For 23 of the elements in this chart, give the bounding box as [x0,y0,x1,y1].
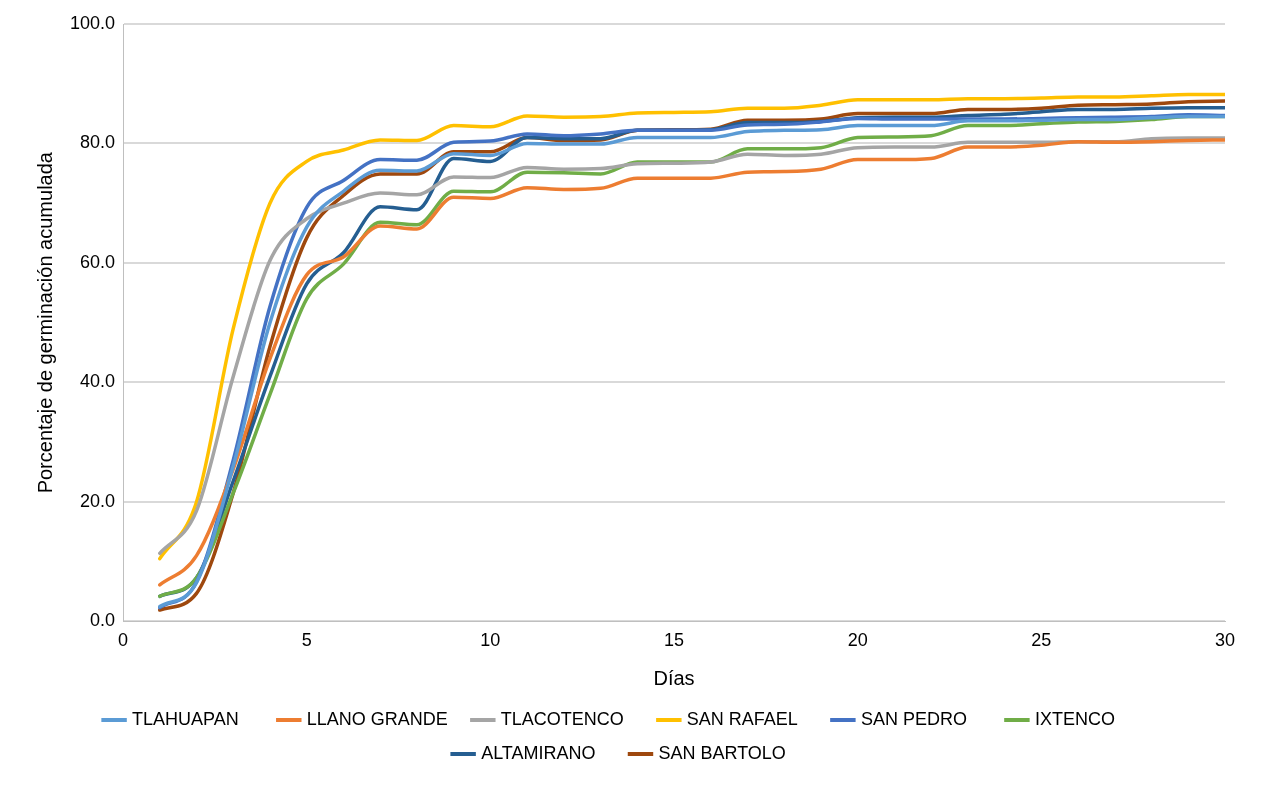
x-tick-label: 0 [118,630,129,651]
x-tick-label: 30 [1214,630,1236,651]
legend-label: LLANO GRANDE [306,708,458,729]
legend-label: TLAHUAPAN [132,708,264,729]
y-tick-label: 20.0 [80,490,116,511]
legend-label: SAN RAFAEL [686,708,818,729]
legend-label: SAN BARTOLO [658,742,801,763]
legend-label: IXTENCO [1034,708,1150,729]
y-tick-label: 100.0 [70,12,116,33]
x-tick-label: 5 [301,630,312,651]
x-tick-label: 15 [664,630,685,651]
x-axis-title: Días [653,666,695,689]
y-tick-label: 0.0 [90,610,116,631]
legend-label: SAN PEDRO [860,708,992,729]
legend-label: TLACOTENCO [500,708,644,729]
y-tick-label: 60.0 [80,251,116,272]
y-tick-label: 40.0 [80,371,116,392]
y-axis-title: Porcentaje de germinación acumulada [33,151,56,494]
legend-label: ALTAMIRANO [481,742,616,763]
x-tick-label: 10 [480,630,501,651]
x-tick-label: 25 [1031,630,1052,651]
x-tick-label: 20 [847,630,868,651]
y-tick-label: 80.0 [80,132,116,153]
